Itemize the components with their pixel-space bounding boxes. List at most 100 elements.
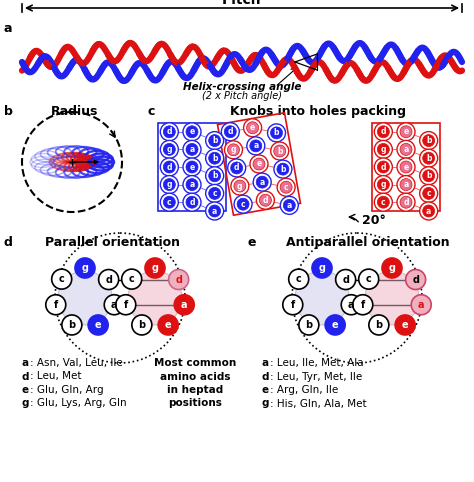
Circle shape xyxy=(374,175,392,194)
Text: c: c xyxy=(167,198,172,207)
Circle shape xyxy=(160,175,178,194)
Circle shape xyxy=(234,195,252,213)
Circle shape xyxy=(397,175,415,194)
Polygon shape xyxy=(126,268,184,325)
Circle shape xyxy=(411,295,431,315)
Circle shape xyxy=(423,170,435,182)
Polygon shape xyxy=(56,268,114,325)
Circle shape xyxy=(397,193,415,211)
Circle shape xyxy=(267,124,285,142)
Text: g: g xyxy=(231,145,236,154)
Circle shape xyxy=(164,161,175,173)
Text: g: g xyxy=(319,263,326,273)
Circle shape xyxy=(423,205,435,217)
Text: d: d xyxy=(381,162,386,172)
Text: d: d xyxy=(166,127,172,136)
Circle shape xyxy=(209,170,221,182)
Circle shape xyxy=(406,269,426,290)
Circle shape xyxy=(336,269,356,290)
Text: amino acids: amino acids xyxy=(160,372,230,381)
Text: : Arg, Gln, Ile: : Arg, Gln, Ile xyxy=(270,385,338,395)
Circle shape xyxy=(341,295,361,315)
Text: c: c xyxy=(241,200,246,209)
Circle shape xyxy=(423,152,435,164)
Text: d: d xyxy=(403,198,409,207)
Text: e: e xyxy=(190,162,195,172)
Circle shape xyxy=(160,140,178,159)
Circle shape xyxy=(299,315,319,335)
Text: : Glu, Gln, Arg: : Glu, Gln, Arg xyxy=(30,385,104,395)
Text: g: g xyxy=(381,180,386,189)
Circle shape xyxy=(206,132,224,149)
Text: b: b xyxy=(426,171,431,180)
Text: Helix-crossing angle: Helix-crossing angle xyxy=(183,82,301,92)
Text: e: e xyxy=(402,320,409,330)
Circle shape xyxy=(183,140,201,159)
Circle shape xyxy=(250,140,262,152)
Text: g: g xyxy=(152,263,158,273)
Circle shape xyxy=(237,198,249,210)
Circle shape xyxy=(325,315,345,335)
Circle shape xyxy=(400,126,412,138)
Text: a: a xyxy=(212,206,217,215)
Text: 20°: 20° xyxy=(362,214,386,227)
Circle shape xyxy=(377,179,389,190)
Circle shape xyxy=(183,175,201,194)
Circle shape xyxy=(274,160,292,178)
Circle shape xyxy=(419,167,438,185)
Circle shape xyxy=(419,185,438,202)
Text: d: d xyxy=(166,162,172,172)
Text: b: b xyxy=(4,105,13,118)
Text: d: d xyxy=(22,372,29,381)
Circle shape xyxy=(253,158,265,170)
Circle shape xyxy=(374,123,392,141)
Circle shape xyxy=(377,126,389,138)
Text: g: g xyxy=(82,263,89,273)
Circle shape xyxy=(231,162,243,174)
Circle shape xyxy=(206,185,224,202)
Text: : Leu, Tyr, Met, Ile: : Leu, Tyr, Met, Ile xyxy=(270,372,362,381)
Circle shape xyxy=(400,161,412,173)
Text: c: c xyxy=(212,189,217,198)
Circle shape xyxy=(99,269,118,290)
Text: e: e xyxy=(165,320,172,330)
Circle shape xyxy=(209,152,221,164)
Circle shape xyxy=(186,126,198,138)
Circle shape xyxy=(122,269,142,289)
Text: (2 x Pitch angle): (2 x Pitch angle) xyxy=(202,91,282,101)
Text: Most common: Most common xyxy=(154,358,236,368)
Text: c: c xyxy=(129,274,135,284)
Circle shape xyxy=(374,158,392,176)
Circle shape xyxy=(186,179,198,190)
Circle shape xyxy=(186,161,198,173)
Circle shape xyxy=(225,141,243,159)
Text: a: a xyxy=(418,300,425,310)
Circle shape xyxy=(419,132,438,149)
Text: b: b xyxy=(68,320,75,330)
Circle shape xyxy=(271,127,283,139)
Text: c: c xyxy=(426,189,431,198)
Text: e: e xyxy=(22,385,29,395)
Text: d: d xyxy=(262,372,270,381)
Text: b: b xyxy=(212,171,218,180)
Text: c: c xyxy=(284,183,288,192)
Circle shape xyxy=(221,123,239,141)
Circle shape xyxy=(160,158,178,176)
Circle shape xyxy=(289,269,309,289)
Text: b: b xyxy=(277,147,283,156)
Circle shape xyxy=(256,176,268,188)
Text: : Leu, Ile, Met, Ala: : Leu, Ile, Met, Ala xyxy=(270,358,364,368)
Text: : His, Gln, Ala, Met: : His, Gln, Ala, Met xyxy=(270,399,366,409)
Circle shape xyxy=(228,159,246,177)
Text: : Glu, Lys, Arg, Gln: : Glu, Lys, Arg, Gln xyxy=(30,399,127,409)
Circle shape xyxy=(283,200,295,212)
Circle shape xyxy=(160,193,178,211)
Text: a: a xyxy=(181,300,188,310)
Text: e: e xyxy=(403,162,409,172)
Text: f: f xyxy=(291,300,295,310)
Circle shape xyxy=(397,123,415,141)
Text: a: a xyxy=(260,178,265,187)
Text: b: b xyxy=(274,128,279,137)
Circle shape xyxy=(280,196,298,214)
Text: d: d xyxy=(234,163,239,173)
